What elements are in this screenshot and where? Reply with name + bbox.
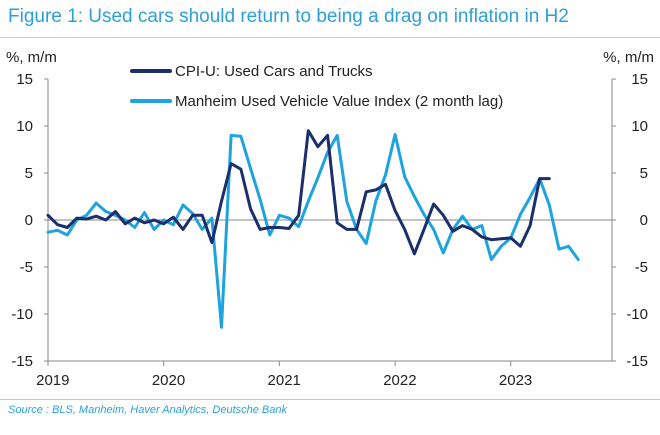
x-tick-label: 2023 [499,372,532,389]
legend-label: CPI-U: Used Cars and Trucks [175,63,373,80]
x-tick-label: 2019 [36,372,69,389]
y-tick-label-left: -10 [11,306,33,323]
chart-title: Figure 1: Used cars should return to bei… [0,0,660,38]
y-tick-label-left: -15 [11,353,33,370]
x-tick-label: 2021 [268,372,301,389]
y-tick-label-left: -5 [20,259,33,276]
x-tick-label: 2022 [383,372,416,389]
y-axis-label-left: %, m/m [6,49,57,66]
y-tick-label-right: -15 [626,353,648,370]
x-tick-label: 2020 [152,372,185,389]
y-tick-label-right: 0 [640,212,648,229]
legend-label: Manheim Used Vehicle Value Index (2 mont… [175,93,503,110]
y-tick-label-right: -5 [635,259,648,276]
y-tick-label-left: 5 [25,165,33,182]
series-lines [46,129,580,329]
y-tick-label-right: 5 [640,165,648,182]
y-tick-label-left: 10 [16,118,33,135]
legend: CPI-U: Used Cars and Trucks Manheim Used … [130,63,503,110]
footer-divider [0,399,660,400]
y-tick-label-right: 15 [631,71,648,88]
source-note: Source : BLS, Manheim, Haver Analytics, … [8,404,287,416]
y-tick-label-right: 10 [631,118,648,135]
series-line-manheim [46,133,580,329]
y-tick-label-right: -10 [626,306,648,323]
y-tick-label-left: 15 [16,71,33,88]
tick-marks [44,78,616,366]
y-tick-label-left: 0 [25,212,33,229]
y-axis-label-right: %, m/m [603,49,654,66]
series-line-cpi [46,129,551,256]
